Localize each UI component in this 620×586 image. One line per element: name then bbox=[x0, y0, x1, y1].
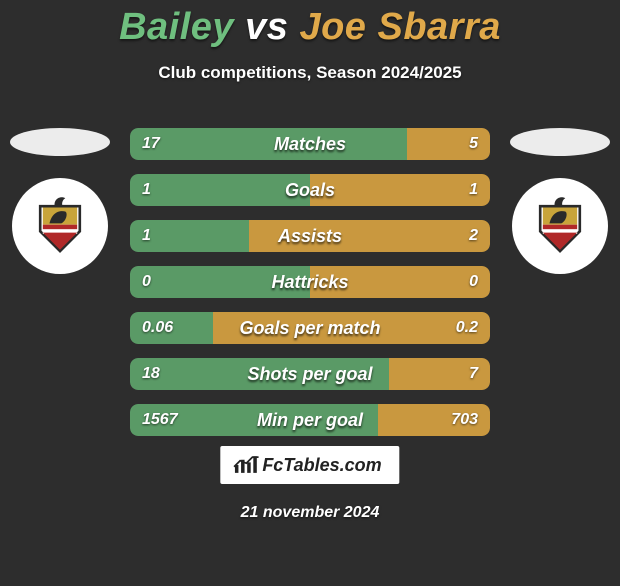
club-crest-icon bbox=[527, 193, 593, 259]
player1-value: 17 bbox=[130, 135, 172, 153]
metric-row: 00Hattricks bbox=[130, 266, 490, 298]
metric-row: 12Assists bbox=[130, 220, 490, 252]
player1-bar: 0.06 bbox=[130, 312, 213, 344]
player1-club-badge bbox=[12, 178, 108, 274]
player2-value: 1 bbox=[457, 181, 490, 199]
metric-row: 187Shots per goal bbox=[130, 358, 490, 390]
player1-value: 1 bbox=[130, 227, 163, 245]
player2-bar: 2 bbox=[249, 220, 490, 252]
snapshot-date: 21 november 2024 bbox=[0, 504, 620, 522]
metric-row: 1567703Min per goal bbox=[130, 404, 490, 436]
player2-bar: 5 bbox=[407, 128, 490, 160]
player1-value: 0.06 bbox=[130, 319, 185, 337]
player1-ellipse bbox=[10, 128, 110, 156]
bar-chart-icon bbox=[232, 454, 260, 476]
player1-bar: 1 bbox=[130, 174, 310, 206]
player1-value: 1567 bbox=[130, 411, 190, 429]
fctables-watermark: FcTables.com bbox=[220, 446, 399, 484]
metric-row: 0.060.2Goals per match bbox=[130, 312, 490, 344]
metric-row: 175Matches bbox=[130, 128, 490, 160]
comparison-title: Bailey vs Joe Sbarra bbox=[0, 6, 620, 49]
player1-bar: 1567 bbox=[130, 404, 378, 436]
player1-bar: 0 bbox=[130, 266, 310, 298]
player2-club-badge bbox=[512, 178, 608, 274]
player2-value: 2 bbox=[457, 227, 490, 245]
player2-value: 0.2 bbox=[444, 319, 490, 337]
player1-name: Bailey bbox=[119, 6, 234, 48]
player2-bar: 7 bbox=[389, 358, 490, 390]
player1-bar: 17 bbox=[130, 128, 407, 160]
player2-bar: 0.2 bbox=[213, 312, 490, 344]
player2-bar: 703 bbox=[378, 404, 490, 436]
season-subtitle: Club competitions, Season 2024/2025 bbox=[0, 63, 620, 83]
player1-value: 0 bbox=[130, 273, 163, 291]
player2-value: 7 bbox=[457, 365, 490, 383]
player2-ellipse bbox=[510, 128, 610, 156]
watermark-text: FcTables.com bbox=[262, 455, 381, 476]
player2-bar: 1 bbox=[310, 174, 490, 206]
metrics-container: 175Matches11Goals12Assists00Hattricks0.0… bbox=[130, 128, 490, 436]
player1-value: 1 bbox=[130, 181, 163, 199]
player1-value: 18 bbox=[130, 365, 172, 383]
vs-separator: vs bbox=[245, 6, 288, 48]
player2-value: 703 bbox=[439, 411, 490, 429]
player2-value: 0 bbox=[457, 273, 490, 291]
player1-bar: 1 bbox=[130, 220, 249, 252]
player2-bar: 0 bbox=[310, 266, 490, 298]
club-crest-icon bbox=[27, 193, 93, 259]
metric-row: 11Goals bbox=[130, 174, 490, 206]
player2-value: 5 bbox=[457, 135, 490, 153]
player1-bar: 18 bbox=[130, 358, 389, 390]
player2-name: Joe Sbarra bbox=[299, 6, 500, 48]
